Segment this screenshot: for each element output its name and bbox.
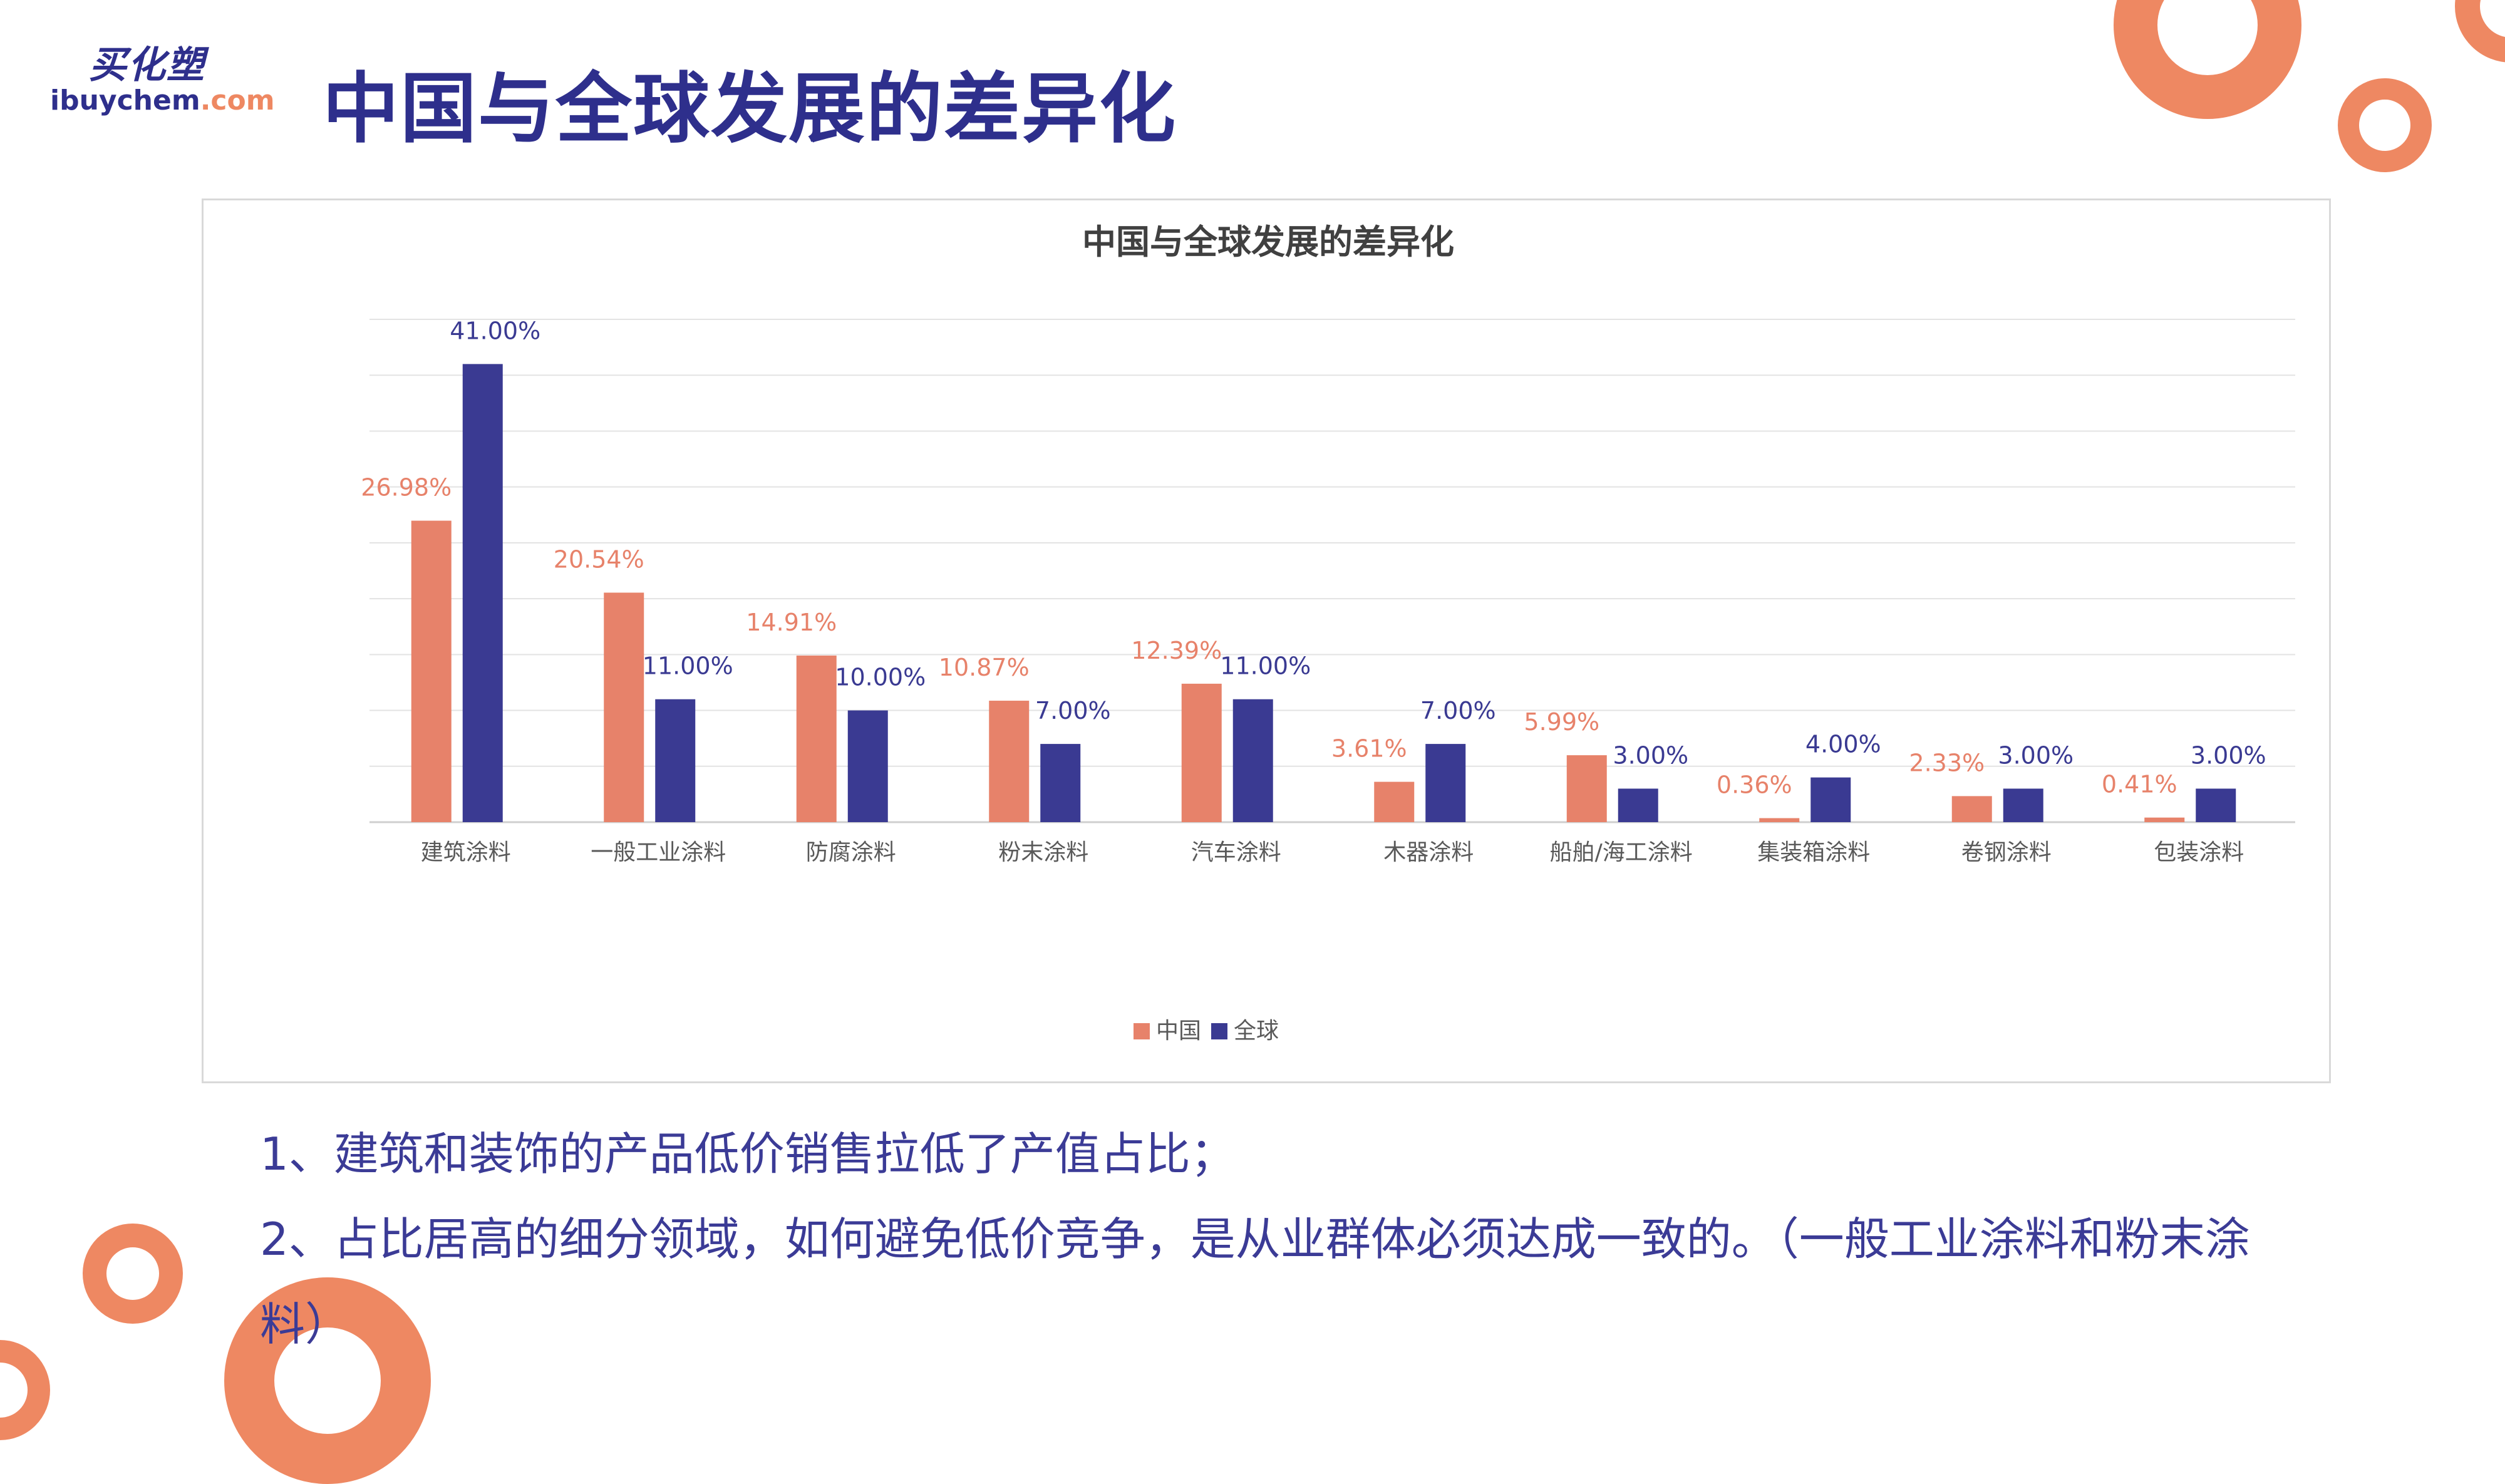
decor-ring-bottom-left-edge [0, 1340, 50, 1440]
x-tick-label: 汽车涂料 [1191, 840, 1281, 865]
data-label-global: 3.00% [1998, 741, 2074, 769]
x-tick-label: 木器涂料 [1383, 840, 1474, 865]
data-label-china: 0.41% [2102, 771, 2177, 798]
data-label-china: 3.61% [1331, 735, 1407, 763]
chart-title: 中国与全球发展的差异化 [1082, 222, 1454, 262]
bar-china [411, 520, 452, 822]
decor-ring-top-right-large [2114, 0, 2301, 119]
decor-ring-top-right-small [2338, 78, 2432, 172]
bar-global [655, 699, 696, 822]
chart-frame: 中国与全球发展的差异化建筑涂料 26.98% 41.00% 一般工业涂料 20.54% 1… [202, 198, 2331, 1083]
bar-global [2003, 788, 2043, 822]
bar-china [604, 592, 644, 822]
bar-china [2144, 817, 2185, 822]
bar-china [1374, 781, 1415, 822]
bar-global [462, 364, 503, 822]
note-1: 1、建筑和装饰的产品低价销售拉低了产值占比； [260, 1128, 1236, 1180]
brand-logo: 买化塑 ibuychem.com [44, 34, 275, 122]
data-label-global: 3.00% [1613, 741, 1688, 769]
logo-chinese-text: 买化塑 [89, 43, 205, 87]
bar-china [1566, 755, 1607, 822]
legend-swatch-china [1134, 1023, 1150, 1039]
data-label-china: 12.39% [1131, 637, 1222, 664]
legend-label-china: 中国 [1156, 1018, 1201, 1044]
logo-english-text: ibuychem.com [50, 85, 275, 116]
x-tick-label: 粉末涂料 [998, 840, 1088, 865]
bar-global [847, 710, 888, 822]
x-tick-label: 一般工业涂料 [591, 840, 726, 865]
data-label-global: 11.00% [643, 652, 733, 680]
bar-global [2196, 788, 2236, 822]
bar-china [989, 701, 1030, 822]
data-label-china: 5.99% [1524, 708, 1599, 736]
bar-china [1759, 818, 1800, 822]
data-label-global: 3.00% [2191, 741, 2266, 769]
data-label-global: 41.00% [450, 317, 540, 344]
x-tick-label: 建筑涂料 [421, 840, 511, 865]
bar-global [1040, 744, 1081, 822]
data-label-china: 0.36% [1717, 771, 1792, 799]
bar-china [796, 655, 837, 822]
note-2: 2、占比居高的细分领域，如何避免低价竞争，是从业群体必须达成一致的。（一般工业涂… [260, 1213, 2250, 1351]
decor-ring-top-right-edge [2455, 0, 2505, 63]
bar-global [1618, 788, 1658, 822]
x-tick-label: 卷钢涂料 [1961, 840, 2052, 865]
data-label-global: 10.00% [835, 664, 926, 691]
x-tick-label: 集装箱涂料 [1757, 840, 1870, 865]
data-label-china: 10.87% [939, 654, 1030, 681]
data-label-global: 4.00% [1805, 731, 1881, 758]
decor-ring-bottom-left-small [83, 1224, 183, 1324]
bar-china [1951, 796, 1992, 822]
bar-global [1810, 777, 1851, 822]
data-label-global: 11.00% [1220, 652, 1311, 680]
x-tick-label: 包装涂料 [2154, 840, 2244, 865]
bar-global [1232, 699, 1273, 822]
data-label-global: 7.00% [1420, 697, 1496, 724]
data-label-china: 26.98% [361, 474, 452, 502]
bar-china [1181, 683, 1222, 822]
data-label-global: 7.00% [1035, 697, 1111, 724]
logo-english-domain: .com [200, 85, 275, 116]
page-title: 中国与全球发展的差异化 [323, 64, 1177, 153]
legend-label-global: 全球 [1234, 1018, 1279, 1044]
data-label-china: 14.91% [746, 609, 837, 636]
x-tick-label: 船舶/海工涂料 [1550, 840, 1693, 865]
logo-english-main: ibuychem [50, 85, 200, 116]
data-label-china: 20.54% [554, 545, 644, 573]
data-label-china: 2.33% [1909, 749, 1985, 776]
x-tick-label: 防腐涂料 [806, 840, 896, 865]
legend-swatch-global [1211, 1023, 1227, 1039]
notes-block: 1、建筑和装饰的产品低价销售拉低了产值占比； 2、占比居高的细分领域，如何避免低… [260, 1111, 2264, 1367]
bar-global [1425, 744, 1466, 822]
